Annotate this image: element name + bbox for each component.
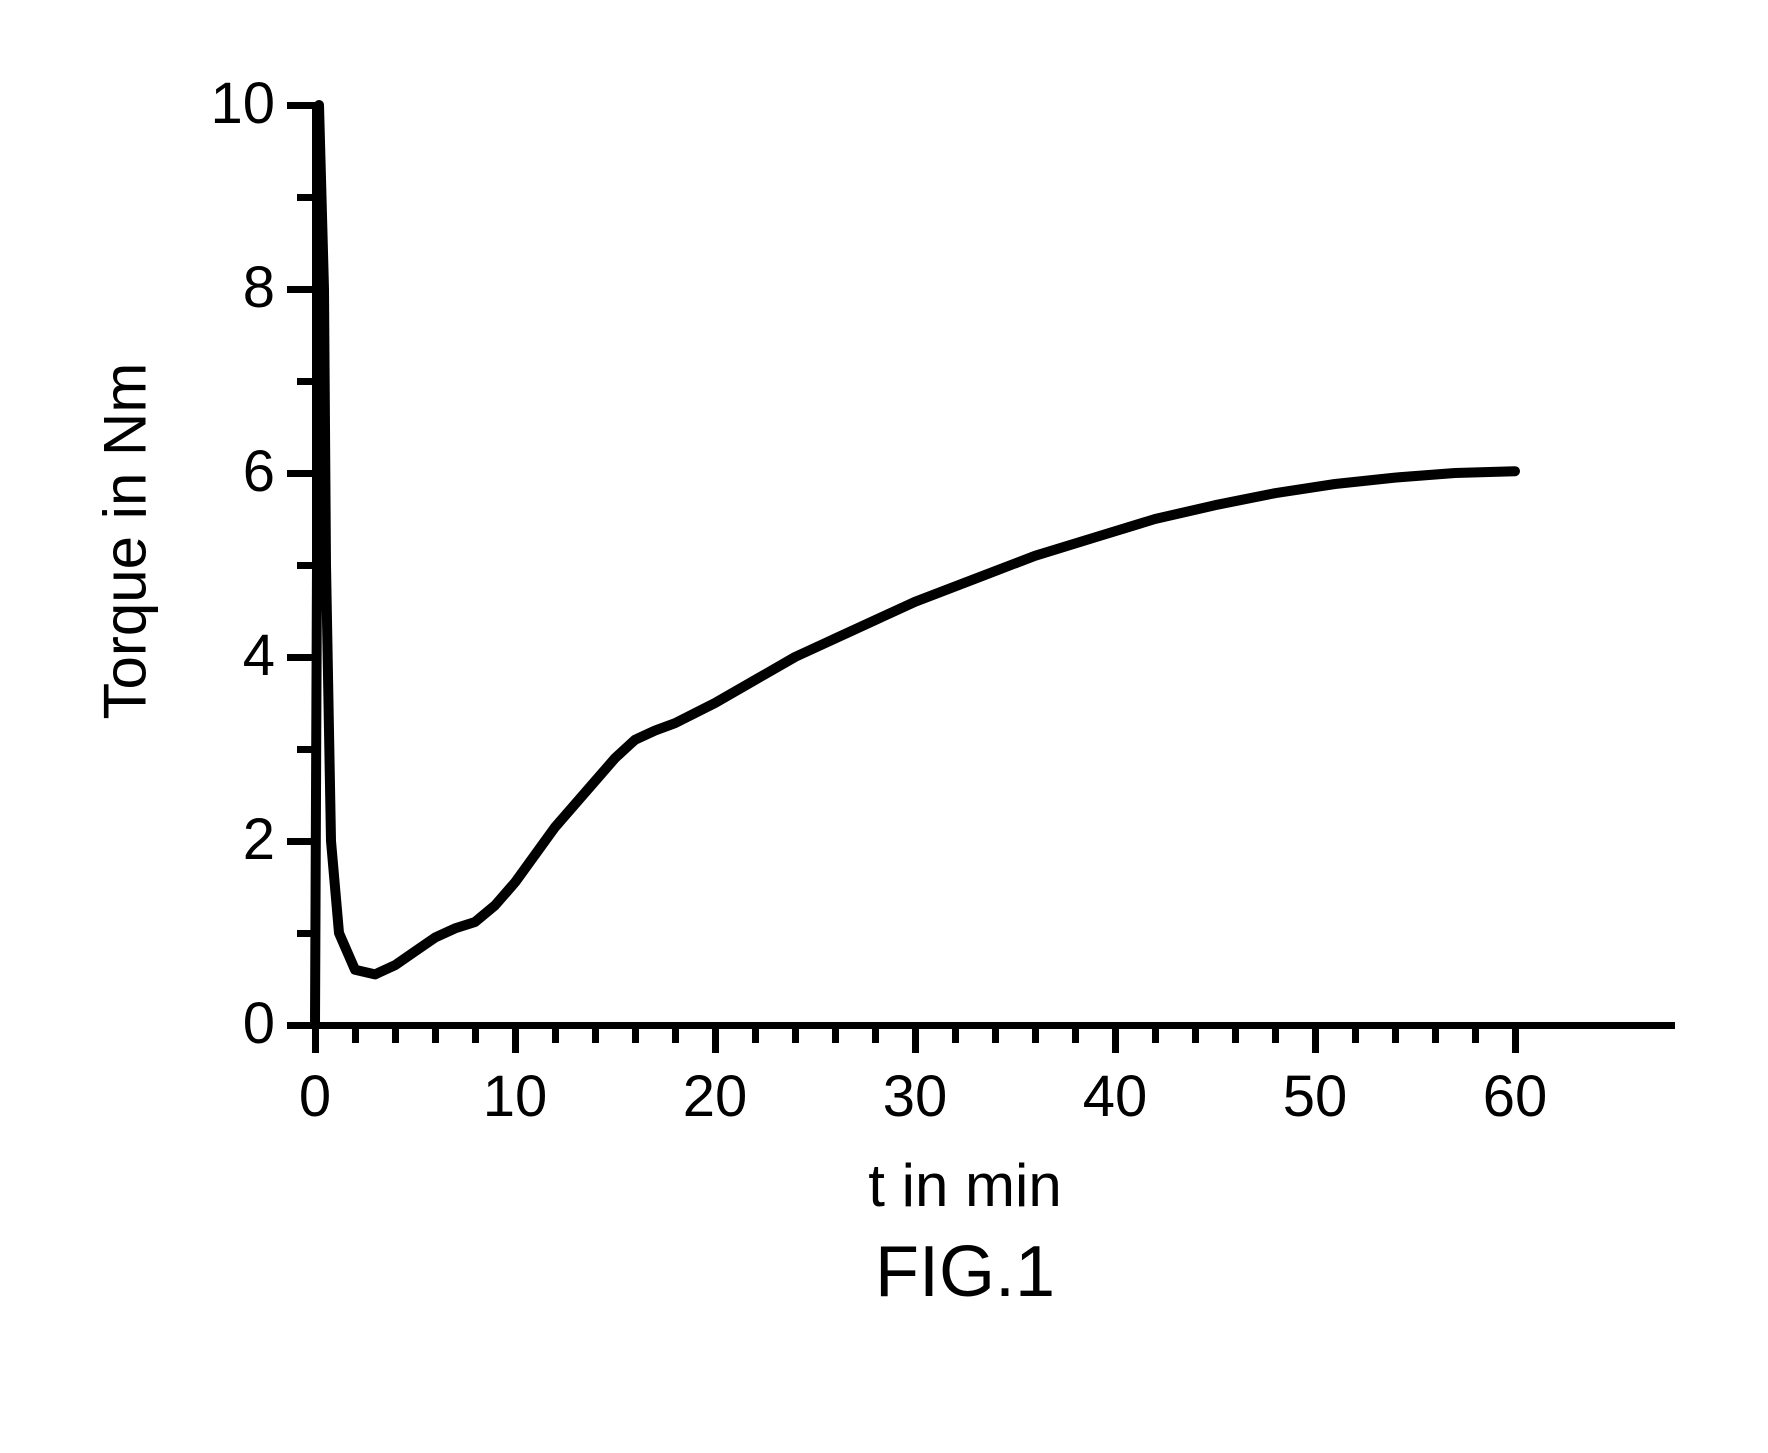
chart-container: 02468100102030405060Torque in Nmt in min… bbox=[0, 0, 1768, 1453]
chart-svg bbox=[0, 0, 1768, 1453]
torque-curve bbox=[315, 105, 1515, 1025]
